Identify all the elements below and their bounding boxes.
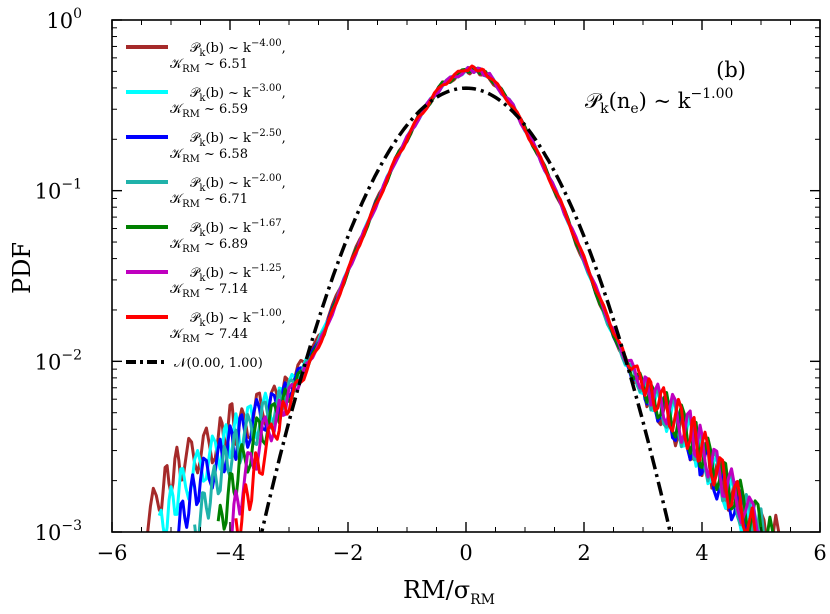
annotation-sub: k <box>600 101 609 117</box>
legend-entry: 𝒩(0.00, 1.00) <box>126 356 263 371</box>
annotation-arg: (n <box>609 89 631 113</box>
legend-label-line1: 𝒫k(b) ~ k−1.00, <box>190 308 286 329</box>
legend-label-line1: 𝒫k(b) ~ k−1.67, <box>190 218 286 239</box>
x-axis-label-main: RM/σ <box>403 576 470 604</box>
annotation-base: 𝒫 <box>585 89 603 113</box>
legend-label-line1: 𝒫k(b) ~ k−2.50, <box>190 128 286 149</box>
legend: 𝒫k(b) ~ k−4.00,𝒦RM ~ 6.51 𝒫k(b) ~ k−3.00,… <box>126 38 286 371</box>
series-line-5 <box>230 66 762 532</box>
annotation-arg-sub: e <box>630 101 638 117</box>
x-axis-label: RM/σRM <box>403 576 495 608</box>
x-tick-label: 2 <box>577 541 590 565</box>
legend-entry: 𝒫k(b) ~ k−2.00,𝒦RM ~ 6.71 <box>126 173 286 210</box>
x-tick-label: 0 <box>459 541 472 565</box>
legend-label-line2: 𝒦RM ~ 7.14 <box>170 282 248 300</box>
legend-label-line1: 𝒫k(b) ~ k−3.00, <box>190 83 286 104</box>
x-tick-label: −2 <box>333 541 364 565</box>
y-axis-label: PDF <box>8 242 36 294</box>
y-tick-label: 10−3 <box>35 518 82 545</box>
x-axis-label-sub: RM <box>470 592 495 608</box>
legend-label-line1: 𝒩(0.00, 1.00) <box>174 356 263 371</box>
x-tick-label: −6 <box>97 541 128 565</box>
legend-entry: 𝒫k(b) ~ k−1.67,𝒦RM ~ 6.89 <box>126 218 286 255</box>
annotation-arg-close: ) <box>639 89 647 113</box>
x-tick-label: 4 <box>695 541 708 565</box>
legend-label-line1: 𝒫k(b) ~ k−4.00, <box>190 38 286 59</box>
y-tick-label: 10−2 <box>35 347 82 374</box>
series-line-6 <box>234 64 757 532</box>
legend-label-line1: 𝒫k(b) ~ k−2.00, <box>190 173 286 194</box>
x-tick-label: 6 <box>813 541 826 565</box>
y-tick-label: 100 <box>46 6 82 33</box>
panel-label: (b) <box>716 58 746 82</box>
legend-label-line2: 𝒦RM ~ 6.51 <box>170 57 248 75</box>
legend-label-line2: 𝒦RM ~ 6.71 <box>170 192 248 210</box>
annotation-rel: ~ k <box>647 89 691 113</box>
series-line-4 <box>216 65 775 532</box>
legend-entry: 𝒫k(b) ~ k−3.00,𝒦RM ~ 6.59 <box>126 83 286 120</box>
legend-entry: 𝒫k(b) ~ k−2.50,𝒦RM ~ 6.58 <box>126 128 286 165</box>
ticks-layer: −6 −4 −2 0 2 4 6 10−3 10−2 10−1 100 <box>35 6 827 565</box>
legend-entry: 𝒫k(b) ~ k−1.00,𝒦RM ~ 7.44 <box>126 308 286 345</box>
y-tick-label: 10−1 <box>35 177 82 204</box>
legend-label-line2: 𝒦RM ~ 6.58 <box>170 147 248 165</box>
series-layer <box>141 64 781 532</box>
legend-entry: 𝒫k(b) ~ k−4.00,𝒦RM ~ 6.51 <box>126 38 286 75</box>
legend-label-line2: 𝒦RM ~ 6.89 <box>170 237 248 255</box>
annotation-exp: −1.00 <box>691 86 734 102</box>
x-tick-label: −4 <box>215 541 246 565</box>
legend-label-line1: 𝒫k(b) ~ k−1.25, <box>190 263 286 284</box>
spectrum-annotation: 𝒫k(ne) ~ k−1.00 <box>585 86 733 117</box>
legend-entry: 𝒫k(b) ~ k−1.25,𝒦RM ~ 7.14 <box>126 263 286 300</box>
legend-label-line2: 𝒦RM ~ 7.44 <box>170 327 248 345</box>
legend-label-line2: 𝒦RM ~ 6.59 <box>170 102 248 120</box>
series-line-7 <box>259 86 672 532</box>
